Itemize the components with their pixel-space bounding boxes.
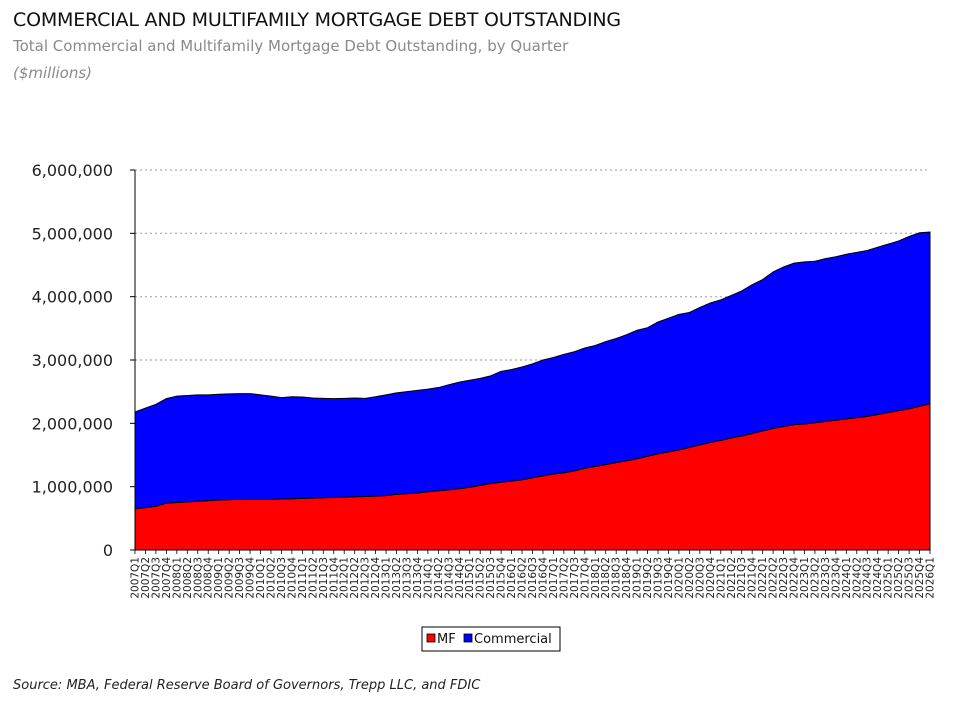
- x-tick-label: 2015Q2: [475, 557, 487, 599]
- y-tick-label: 0: [103, 541, 113, 560]
- x-tick-label: 2023Q1: [799, 557, 811, 599]
- y-tick-label: 4,000,000: [32, 288, 113, 307]
- x-tick-label: 2008Q3: [192, 557, 204, 599]
- x-tick-label: 2025Q4: [914, 557, 926, 599]
- x-tick-label: 2023Q4: [830, 557, 842, 599]
- x-tick-label: 2011Q4: [328, 557, 340, 599]
- x-tick-label: 2011Q3: [318, 557, 330, 599]
- x-tick-label: 2010Q3: [276, 557, 288, 599]
- x-tick-label: 2011Q2: [307, 557, 319, 599]
- source-note: Source: MBA, Federal Reserve Board of Go…: [13, 678, 481, 693]
- x-tick-label: 2019Q3: [653, 557, 665, 599]
- x-tick-label: 2013Q2: [391, 557, 403, 599]
- legend-box: [421, 626, 561, 652]
- x-tick-label: 2020Q3: [694, 557, 706, 599]
- x-tick-label: 2020Q1: [673, 557, 685, 599]
- x-tick-label: 2013Q3: [401, 557, 413, 599]
- x-tick-label: 2021Q4: [747, 557, 759, 599]
- x-tick-label: 2009Q4: [245, 557, 257, 599]
- x-tick-label: 2019Q2: [642, 557, 654, 599]
- x-tick-label: 2025Q3: [904, 557, 916, 599]
- x-tick-label: 2008Q4: [203, 557, 215, 599]
- x-tick-label: 2017Q3: [569, 557, 581, 599]
- x-tick-label: 2011Q1: [297, 557, 309, 599]
- y-tick-label: 2,000,000: [32, 414, 113, 433]
- x-tick-label: 2017Q4: [579, 557, 591, 599]
- x-tick-label: 2010Q1: [255, 557, 267, 599]
- x-tick-label: 2010Q4: [286, 557, 298, 599]
- x-tick-label: 2021Q1: [715, 557, 727, 599]
- x-tick-label: 2012Q4: [370, 557, 382, 599]
- legend-label-commercial: Commercial: [474, 632, 552, 647]
- legend-swatch-mf: [426, 633, 436, 643]
- y-tick-label: 1,000,000: [32, 478, 113, 497]
- x-tick-label: 2024Q4: [872, 557, 884, 599]
- legend-label-mf: MF: [437, 632, 456, 647]
- x-tick-label: 2016Q2: [517, 557, 529, 599]
- x-tick-label: 2007Q3: [150, 557, 162, 599]
- units-label: ($millions): [13, 64, 93, 82]
- x-tick-label: 2023Q3: [820, 557, 832, 599]
- chart-subtitle: Total Commercial and Multifamily Mortgag…: [13, 37, 569, 55]
- area-commercial: [134, 231, 931, 510]
- x-tick-label: 2021Q3: [736, 557, 748, 599]
- chart-title: COMMERCIAL AND MULTIFAMILY MORTGAGE DEBT…: [13, 9, 621, 31]
- y-tick-label: 3,000,000: [32, 351, 113, 370]
- x-tick-label: 2008Q2: [182, 557, 194, 599]
- x-tick-label: 2008Q1: [171, 557, 183, 599]
- x-tick-label: 2013Q1: [381, 557, 393, 599]
- x-tick-label: 2016Q1: [506, 557, 518, 599]
- x-tick-label: 2013Q4: [412, 557, 424, 599]
- x-tick-label: 2014Q2: [433, 557, 445, 599]
- x-tick-label: 2019Q4: [663, 557, 675, 599]
- area-chart: 0 1,000,000 2,000,000 3,000,000 4,000,000 5,0…: [32, 161, 937, 652]
- x-tick-label: 2012Q1: [339, 557, 351, 599]
- x-tick-label: 2009Q3: [234, 557, 246, 599]
- x-tick-label: 2024Q1: [841, 557, 853, 599]
- x-tick-label: 2014Q1: [422, 557, 434, 599]
- x-tick-label: 2024Q3: [862, 557, 874, 599]
- y-tick-label: 6,000,000: [32, 161, 113, 180]
- x-tick-label: 2012Q2: [349, 557, 361, 599]
- y-tick-label: 5,000,000: [32, 224, 113, 243]
- x-tick-label: 2018Q1: [590, 557, 602, 599]
- x-tick-label: 2022Q2: [768, 557, 780, 599]
- x-tick-label: 2022Q3: [778, 557, 790, 599]
- x-tick-label: 2014Q4: [454, 557, 466, 599]
- x-axis-ticks: 2007Q12007Q22007Q32007Q42008Q12008Q22008…: [130, 550, 937, 599]
- x-tick-label: 2007Q1: [130, 557, 142, 599]
- x-tick-label: 2017Q2: [558, 557, 570, 599]
- x-tick-label: 2022Q1: [757, 557, 769, 599]
- x-tick-label: 2009Q2: [224, 557, 236, 599]
- x-tick-label: 2017Q1: [548, 557, 560, 599]
- x-tick-label: 2018Q2: [600, 557, 612, 599]
- x-tick-label: 2025Q1: [883, 557, 895, 599]
- x-tick-label: 2016Q3: [527, 557, 539, 599]
- x-tick-label: 2025Q2: [893, 557, 905, 599]
- x-tick-label: 2021Q2: [726, 557, 738, 599]
- x-tick-label: 2020Q2: [684, 557, 696, 599]
- x-tick-label: 2012Q3: [360, 557, 372, 599]
- legend-swatch-commercial: [463, 633, 473, 643]
- x-tick-label: 2020Q4: [705, 557, 717, 599]
- x-tick-label: 2015Q3: [485, 557, 497, 599]
- stacked-areas: [134, 231, 931, 551]
- x-tick-label: 2018Q3: [611, 557, 623, 599]
- x-tick-label: 2023Q2: [809, 557, 821, 599]
- x-tick-label: 2015Q1: [464, 557, 476, 599]
- x-tick-label: 2019Q1: [632, 557, 644, 599]
- x-tick-label: 2015Q4: [496, 557, 508, 599]
- x-tick-label: 2007Q2: [140, 557, 152, 599]
- x-tick-label: 2026Q1: [925, 557, 937, 599]
- x-tick-label: 2009Q1: [213, 557, 225, 599]
- legend: MF Commercial: [421, 626, 561, 652]
- y-axis-ticks: 0 1,000,000 2,000,000 3,000,000 4,000,000 5,0…: [32, 161, 135, 560]
- x-tick-label: 2016Q4: [537, 557, 549, 599]
- x-tick-label: 2010Q2: [265, 557, 277, 599]
- x-tick-label: 2007Q4: [161, 557, 173, 599]
- x-tick-label: 2018Q4: [621, 557, 633, 599]
- x-tick-label: 2022Q4: [789, 557, 801, 599]
- x-tick-label: 2014Q3: [443, 557, 455, 599]
- x-tick-label: 2024Q2: [851, 557, 863, 599]
